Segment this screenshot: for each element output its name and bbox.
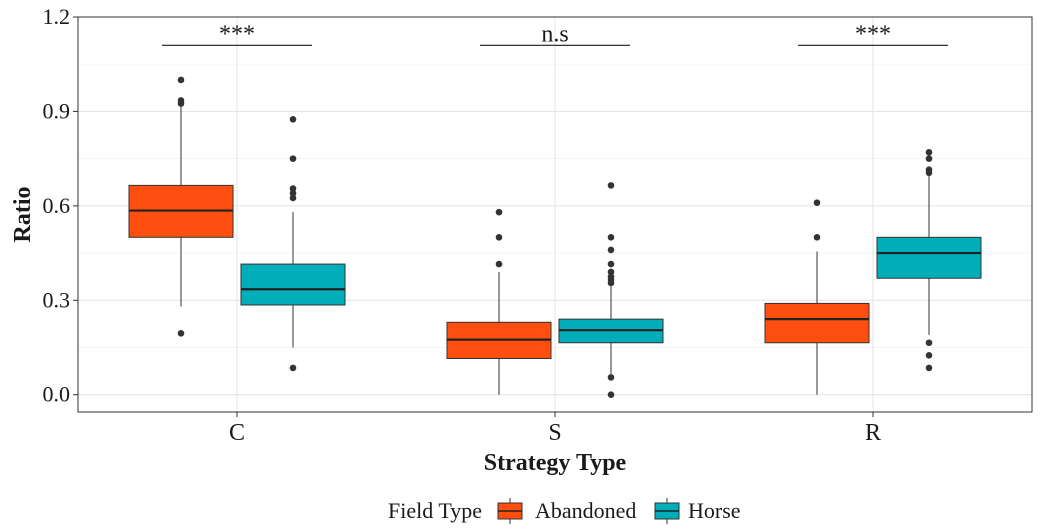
outlier-point — [925, 169, 933, 177]
outlier-point — [289, 115, 297, 123]
significance-s: n.s — [480, 21, 630, 47]
significance-annotations: *** n.s *** — [162, 21, 948, 47]
outlier-point — [289, 194, 297, 202]
outlier-point — [925, 149, 933, 156]
outlier-point — [813, 234, 821, 241]
outlier-point — [607, 234, 615, 241]
y-tick-label: 0.9 — [43, 98, 71, 123]
y-tick-label: 1.2 — [43, 4, 71, 29]
outlier-point — [607, 279, 615, 287]
outlier-point — [177, 330, 185, 337]
x-tick-label: R — [865, 420, 881, 446]
outlier-point — [813, 199, 821, 206]
box-horse-s — [558, 182, 664, 398]
legend-title: Field Type — [388, 498, 482, 523]
box-abandoned-s — [446, 208, 552, 395]
box-body — [876, 236, 982, 279]
outlier-point — [289, 364, 297, 372]
outlier-point — [607, 246, 615, 254]
outlier-point — [607, 260, 615, 268]
outlier-point — [925, 339, 933, 347]
legend-label: Abandoned — [535, 498, 636, 523]
outlier-point — [495, 234, 503, 241]
significance-label: n.s — [541, 21, 568, 47]
significance-label: *** — [855, 21, 891, 47]
y-axis-title: Ratio — [10, 187, 36, 243]
box-horse-c — [240, 115, 346, 372]
outlier-point — [495, 208, 503, 216]
outlier-point — [289, 185, 297, 192]
outlier-point — [289, 155, 297, 162]
x-tick-label: C — [229, 420, 245, 446]
outlier-point — [607, 374, 615, 381]
significance-c: *** — [162, 21, 312, 47]
x-tick-label: S — [548, 420, 561, 446]
box-horse-r — [876, 149, 982, 372]
outlier-point — [607, 391, 615, 398]
outlier-point — [289, 189, 297, 197]
outlier-point — [607, 182, 615, 189]
box-body — [764, 302, 870, 344]
legend-label: Horse — [688, 498, 741, 523]
outlier-point — [177, 76, 185, 84]
significance-label: *** — [219, 21, 255, 47]
outlier-point — [925, 364, 933, 372]
y-tick-label: 0.0 — [43, 382, 71, 407]
legend-item-horse: Horse — [654, 498, 741, 524]
legend-item-abandoned: Abandoned — [497, 498, 636, 524]
axes: 0.0 0.3 0.6 0.9 1.2 C S R — [43, 4, 882, 446]
box-abandoned-c — [128, 76, 234, 337]
x-axis-title: Strategy Type — [484, 450, 627, 476]
outlier-point — [177, 100, 185, 107]
box-body — [240, 263, 346, 306]
box-series — [128, 76, 982, 398]
significance-r: *** — [798, 21, 948, 47]
legend: Field Type Abandoned Horse — [388, 498, 741, 524]
outlier-point — [607, 268, 615, 276]
y-tick-label: 0.3 — [43, 287, 71, 312]
outlier-point — [925, 155, 933, 162]
y-tick-label: 0.6 — [43, 193, 71, 218]
outlier-point — [925, 352, 933, 359]
outlier-point — [495, 260, 503, 268]
box-abandoned-r — [764, 199, 870, 395]
